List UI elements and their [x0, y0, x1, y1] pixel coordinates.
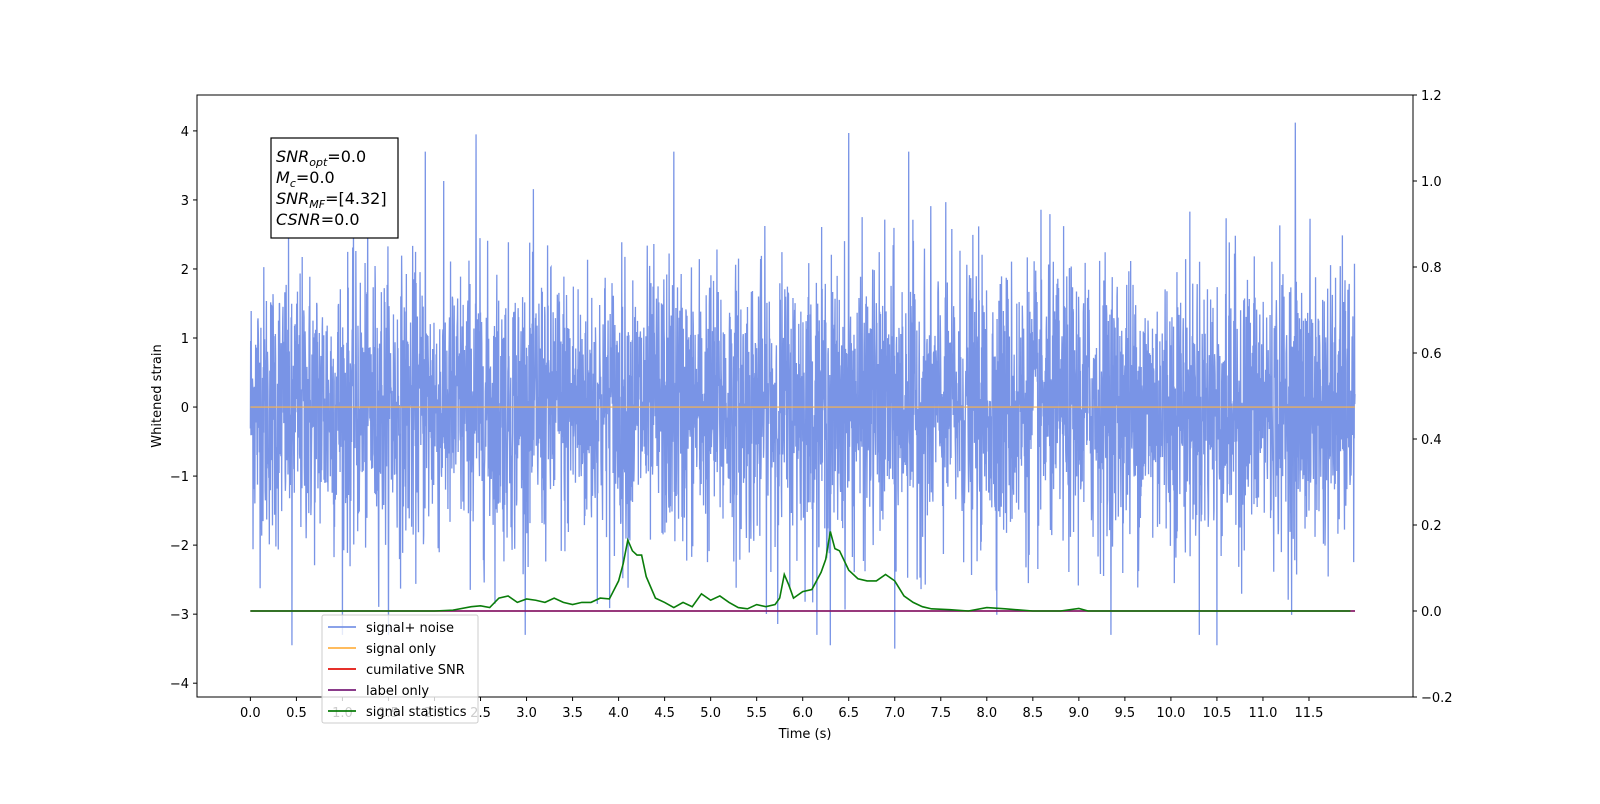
- x-tick-label: 6.0: [792, 706, 813, 721]
- x-tick-label: 10.5: [1202, 706, 1231, 721]
- y-tick-label: −2: [170, 539, 189, 554]
- y-tick-label: 3: [181, 194, 189, 209]
- y2-tick-label: −0.2: [1421, 691, 1453, 706]
- y2-tick-label: 1.2: [1421, 89, 1442, 104]
- x-tick-label: 9.0: [1069, 706, 1090, 721]
- legend: signal+ noise signal only cumilative SNR la…: [321, 614, 479, 724]
- y2-tick-label: 0.4: [1421, 433, 1442, 448]
- x-tick-label: 6.5: [838, 706, 859, 721]
- y-axis-ticks: −4 −3 −2 −1 0 1 2 3 4: [170, 125, 197, 692]
- y2-tick-label: 1.0: [1421, 175, 1442, 190]
- x-tick-label: 10.0: [1156, 706, 1185, 721]
- legend-entry-label: label only: [366, 684, 429, 699]
- x-tick-label: 0.0: [240, 706, 261, 721]
- x-tick-label: 4.5: [654, 706, 675, 721]
- y-tick-label: −1: [170, 470, 189, 485]
- y-tick-label: 1: [181, 332, 189, 347]
- x-tick-label: 0.5: [286, 706, 307, 721]
- y-tick-label: −3: [170, 608, 189, 623]
- y2-tick-label: 0.0: [1421, 605, 1442, 620]
- x-tick-label: 11.0: [1248, 706, 1277, 721]
- x-tick-label: 8.5: [1022, 706, 1043, 721]
- plot-frame: [196, 94, 1414, 698]
- y-tick-label: −4: [170, 677, 189, 692]
- legend-entry-label: signal+ noise: [366, 621, 454, 636]
- y-tick-label: 4: [181, 125, 189, 140]
- y2-tick-label: 0.6: [1421, 347, 1442, 362]
- annotation-frame: [270, 137, 399, 239]
- x-tick-label: 5.5: [746, 706, 767, 721]
- series-line-signal-statistics: [250, 531, 1351, 612]
- annotation-line: SNRMF=[4.32]: [276, 189, 387, 211]
- x-tick-label: 7.5: [930, 706, 951, 721]
- x-tick-label: 5.0: [700, 706, 721, 721]
- legend-entry-label: signal only: [366, 642, 436, 657]
- x-tick-label: 8.0: [976, 706, 997, 721]
- y2-tick-label: 0.8: [1421, 261, 1442, 276]
- x-tick-label: 11.5: [1295, 706, 1324, 721]
- legend-entry-label: cumilative SNR: [366, 663, 465, 678]
- y-tick-label: 0: [181, 401, 189, 416]
- annotation-line: Mc=0.0: [276, 168, 335, 190]
- x-tick-label: 3.5: [562, 706, 583, 721]
- x-axis-label: Time (s): [778, 727, 832, 742]
- annotation-line: SNRopt=0.0: [276, 147, 366, 169]
- legend-entry-label: signal statistics: [366, 705, 467, 720]
- y2-axis-ticks: −0.2 0.0 0.2 0.4 0.6 0.8 1.0 1.2: [1413, 89, 1453, 706]
- y-tick-label: 2: [181, 263, 189, 278]
- x-tick-label: 4.0: [608, 706, 629, 721]
- y2-tick-label: 0.2: [1421, 519, 1442, 534]
- y-axis-label: Whitened strain: [150, 344, 165, 447]
- x-tick-label: 7.0: [884, 706, 905, 721]
- x-tick-label: 3.0: [516, 706, 537, 721]
- annotation-line: CSNR=0.0: [276, 210, 360, 229]
- x-tick-label: 9.5: [1115, 706, 1136, 721]
- legend-frame: [321, 614, 479, 724]
- series-line-signal-noise: [249, 122, 1356, 649]
